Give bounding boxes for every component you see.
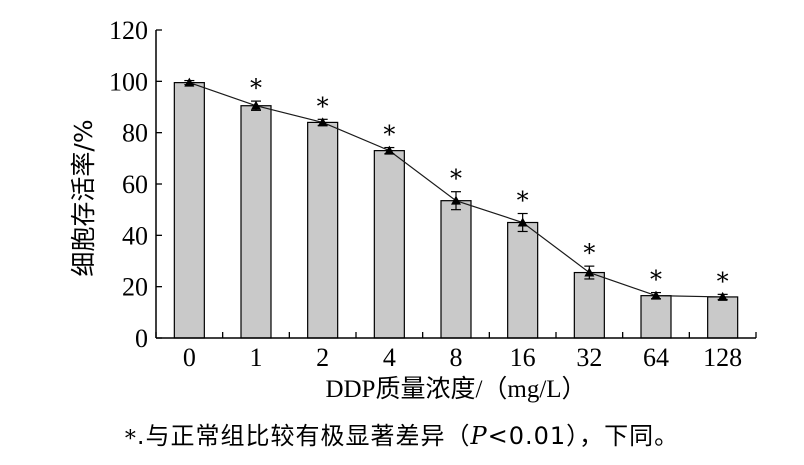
chart: 0 20 40 60 80 100 120 0 1 2 4 8 16 32 64 128 DDP质量浓度/（mg… [69,16,757,403]
data-point-marker [584,267,595,277]
caption-p-symbol: P [470,422,488,450]
data-point-marker [717,291,728,301]
bar [640,295,672,339]
x-axis-title: DDP质量浓度/（mg/L） [325,375,586,403]
significance-label: * [650,266,662,294]
y-axis-title: 细胞存活率/% [69,119,98,276]
data-point-marker [651,290,661,300]
y-tick-label: 120 [109,16,148,45]
significance-label: * [250,74,262,102]
data-point-marker [517,217,528,227]
x-tick-label: 2 [316,343,329,372]
bar [707,296,739,339]
significance-label: * [383,121,395,149]
caption-text-after: <0.01），下同。 [487,422,680,450]
y-tick-label: 20 [122,273,148,302]
y-tick-label: 0 [135,324,148,353]
bar [307,121,339,339]
bar [573,271,605,339]
data-point-marker [184,77,195,87]
x-tick-label: 0 [183,343,196,372]
x-tick-label: 16 [510,343,536,372]
significance-label: * [450,165,462,193]
x-tick-label: 64 [643,343,669,372]
data-point-marker [317,117,328,127]
y-tick-label: 40 [122,221,148,250]
data-point-marker [251,100,261,110]
data-point-marker [384,145,395,155]
significance-label: * [517,187,529,215]
caption-text-before: .与正常组比较有极显著差异（ [136,422,471,450]
bar [240,105,272,339]
y-tick-label: 80 [122,119,148,148]
caption-marker: * [124,427,137,452]
y-tick-label: 60 [122,170,148,199]
significance-label: * [317,92,329,120]
significance-label: * [583,239,595,267]
bar [373,150,405,339]
significance-label: * [717,267,729,295]
x-tick-label: 8 [450,343,463,372]
y-tick-label: 100 [109,67,148,96]
bar [173,82,205,339]
x-tick-label: 128 [703,343,742,372]
x-tick-label: 32 [576,343,602,372]
data-point-marker [451,195,461,205]
x-tick-label: 1 [250,343,263,372]
x-tick-label: 4 [383,343,396,372]
bar [440,200,472,339]
figure-caption: *.与正常组比较有极显著差异（P<0.01），下同。 [0,416,804,456]
bar [507,221,539,339]
chart-svg: 0 20 40 60 80 100 120 0 1 2 4 8 16 32 64 128 DDP质量浓度/（mg… [69,16,757,403]
